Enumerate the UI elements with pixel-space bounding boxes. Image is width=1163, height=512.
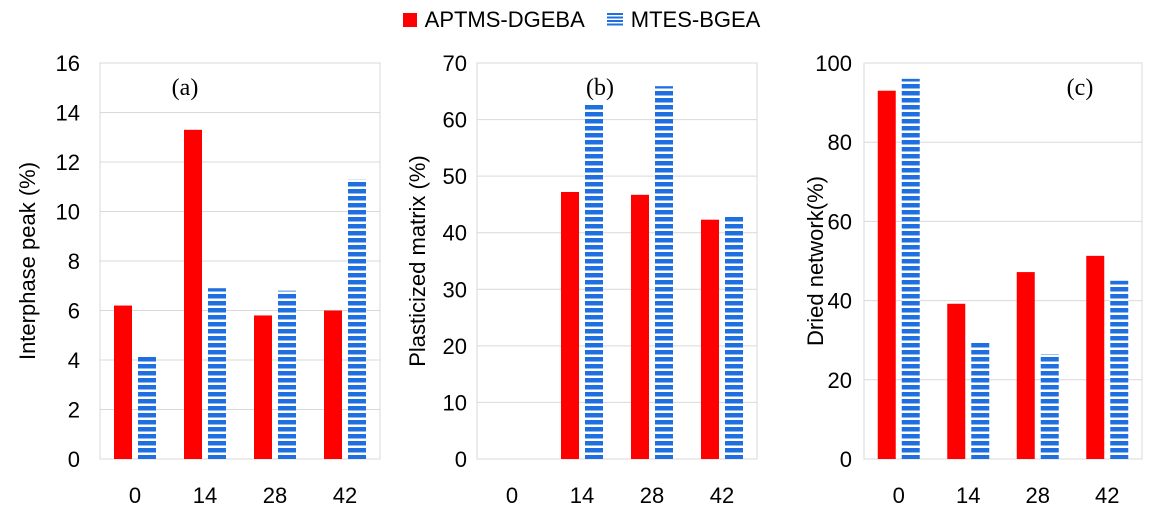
chart-panel-c: 0 20 40 60 80 100 0 14 28 42 Dried network(%) (c) [803,51,1143,508]
x-tick-label: 42 [710,483,734,508]
bar-aptms-dgeba-a-0 [114,305,132,459]
bar-mtes-bgea-c-42 [1110,280,1129,459]
bar-mtes-bgea-b-28 [655,86,673,460]
bar-mtes-bgea-a-28 [278,290,296,459]
y-tick-label: 20 [828,368,852,393]
x-tick-label: 0 [506,483,518,508]
y-tick-label: 10 [56,200,80,225]
panel-label-a: (a) [172,75,199,101]
y-tick-label: 2 [68,398,80,423]
bar-mtes-bgea-b-42 [725,214,743,459]
x-tick-label: 0 [129,483,141,508]
x-tick-label: 28 [1026,483,1050,508]
y-axis-title-c: Dried network(%) [803,176,828,346]
legend-label-aptms-dgeba: APTMS-DGEBA [424,7,585,32]
y-tick-label: 20 [443,334,467,359]
x-tick-label: 28 [263,483,287,508]
chart-panel-a: 0 2 4 6 8 10 12 14 16 0 14 28 42 Interphase peak (%) (… [15,51,381,508]
y-tick-label: 50 [443,164,467,189]
y-tick-label: 12 [56,150,80,175]
legend: APTMS-DGEBA MTES-BGEA [0,4,1163,36]
bar-aptms-dgeba-c-0 [877,90,896,459]
y-tick-label: 40 [828,289,852,314]
x-tick-label: 42 [333,483,357,508]
y-tick-label: 0 [68,447,80,472]
x-tick-label: 28 [640,483,664,508]
legend-swatch-solid-red [402,13,417,27]
y-tick-label: 30 [443,277,467,302]
bar-aptms-dgeba-c-42 [1086,255,1105,459]
legend-swatch-striped-blue [606,13,623,27]
bar-mtes-bgea-c-14 [971,340,990,459]
chart-panel-b: 0 10 20 30 40 50 60 70 0 14 28 42 Plasticized matrix… [405,51,758,508]
bar-mtes-bgea-a-42 [348,179,366,459]
bar-mtes-bgea-c-0 [901,78,920,459]
bar-aptms-dgeba-a-14 [184,129,202,459]
panel-label-c: (c) [1067,75,1094,101]
bar-mtes-bgea-a-14 [208,288,226,459]
y-tick-label: 16 [56,51,80,76]
panel-label-b: (b) [586,75,614,101]
y-tick-label: 70 [443,51,467,76]
legend-entry-mtes-bgea: MTES-BGEA [606,7,761,33]
bar-aptms-dgeba-a-42 [324,310,342,459]
legend-label-mtes-bgea: MTES-BGEA [630,7,761,32]
x-tick-label: 14 [956,483,980,508]
bar-aptms-dgeba-a-28 [254,315,272,459]
y-tick-label: 0 [455,447,467,472]
x-tick-label: 14 [193,483,217,508]
y-tick-label: 80 [828,130,852,155]
bar-aptms-dgeba-b-14 [561,191,579,460]
y-tick-label: 4 [68,348,80,373]
bar-mtes-bgea-b-14 [585,103,603,459]
y-axis-title-b: Plasticized matrix (%) [405,155,430,366]
y-tick-label: 14 [56,101,80,126]
bar-aptms-dgeba-c-28 [1016,272,1035,459]
bar-aptms-dgeba-b-42 [701,219,719,459]
bar-mtes-bgea-c-28 [1040,354,1059,459]
legend-entry-aptms-dgeba: APTMS-DGEBA [402,7,585,33]
y-tick-label: 10 [443,390,467,415]
x-tick-label: 14 [570,483,594,508]
y-tick-label: 8 [68,249,80,274]
y-tick-label: 6 [68,299,80,324]
bar-aptms-dgeba-b-28 [631,194,649,459]
x-tick-label: 42 [1095,483,1119,508]
bar-aptms-dgeba-c-14 [947,303,966,459]
x-tick-label: 0 [893,483,905,508]
y-axis-title-a: Interphase peak (%) [15,162,40,360]
y-tick-label: 60 [443,108,467,133]
bar-mtes-bgea-a-0 [138,355,156,459]
y-tick-label: 40 [443,221,467,246]
y-tick-label: 60 [828,209,852,234]
y-tick-label: 0 [840,447,852,472]
y-tick-label: 100 [815,51,852,76]
